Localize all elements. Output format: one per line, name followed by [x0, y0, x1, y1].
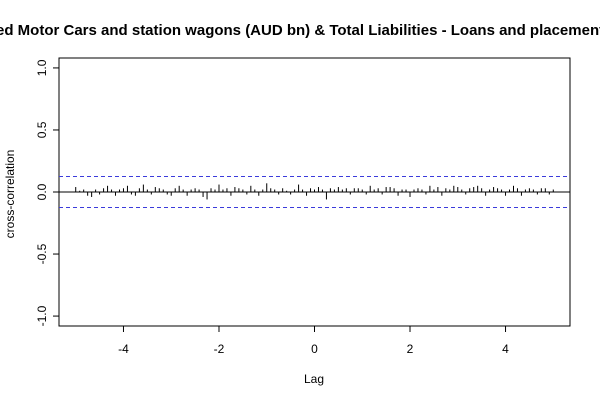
y-tick-label: -0.5: [35, 243, 49, 264]
x-tick-label: 0: [311, 342, 318, 356]
y-tick-label: -1.0: [35, 305, 49, 326]
x-axis-label: Lag: [304, 372, 324, 386]
x-axis: -4 -2 0 2 4: [118, 326, 509, 356]
ccf-bars: [75, 183, 554, 200]
chart-title: ed Motor Cars and station wagons (AUD bn…: [0, 22, 600, 39]
x-tick-label: 4: [502, 342, 509, 356]
y-tick-label: 0.0: [35, 183, 49, 200]
x-tick-label: -2: [214, 342, 225, 356]
x-tick-label: 2: [407, 342, 414, 356]
y-axis: -1.0 -0.5 0.0 0.5 1.0: [35, 59, 59, 326]
y-tick-label: 1.0: [35, 59, 49, 76]
y-axis-label: cross-correlation: [3, 150, 17, 239]
x-tick-label: -4: [118, 342, 129, 356]
y-tick-label: 0.5: [35, 121, 49, 138]
